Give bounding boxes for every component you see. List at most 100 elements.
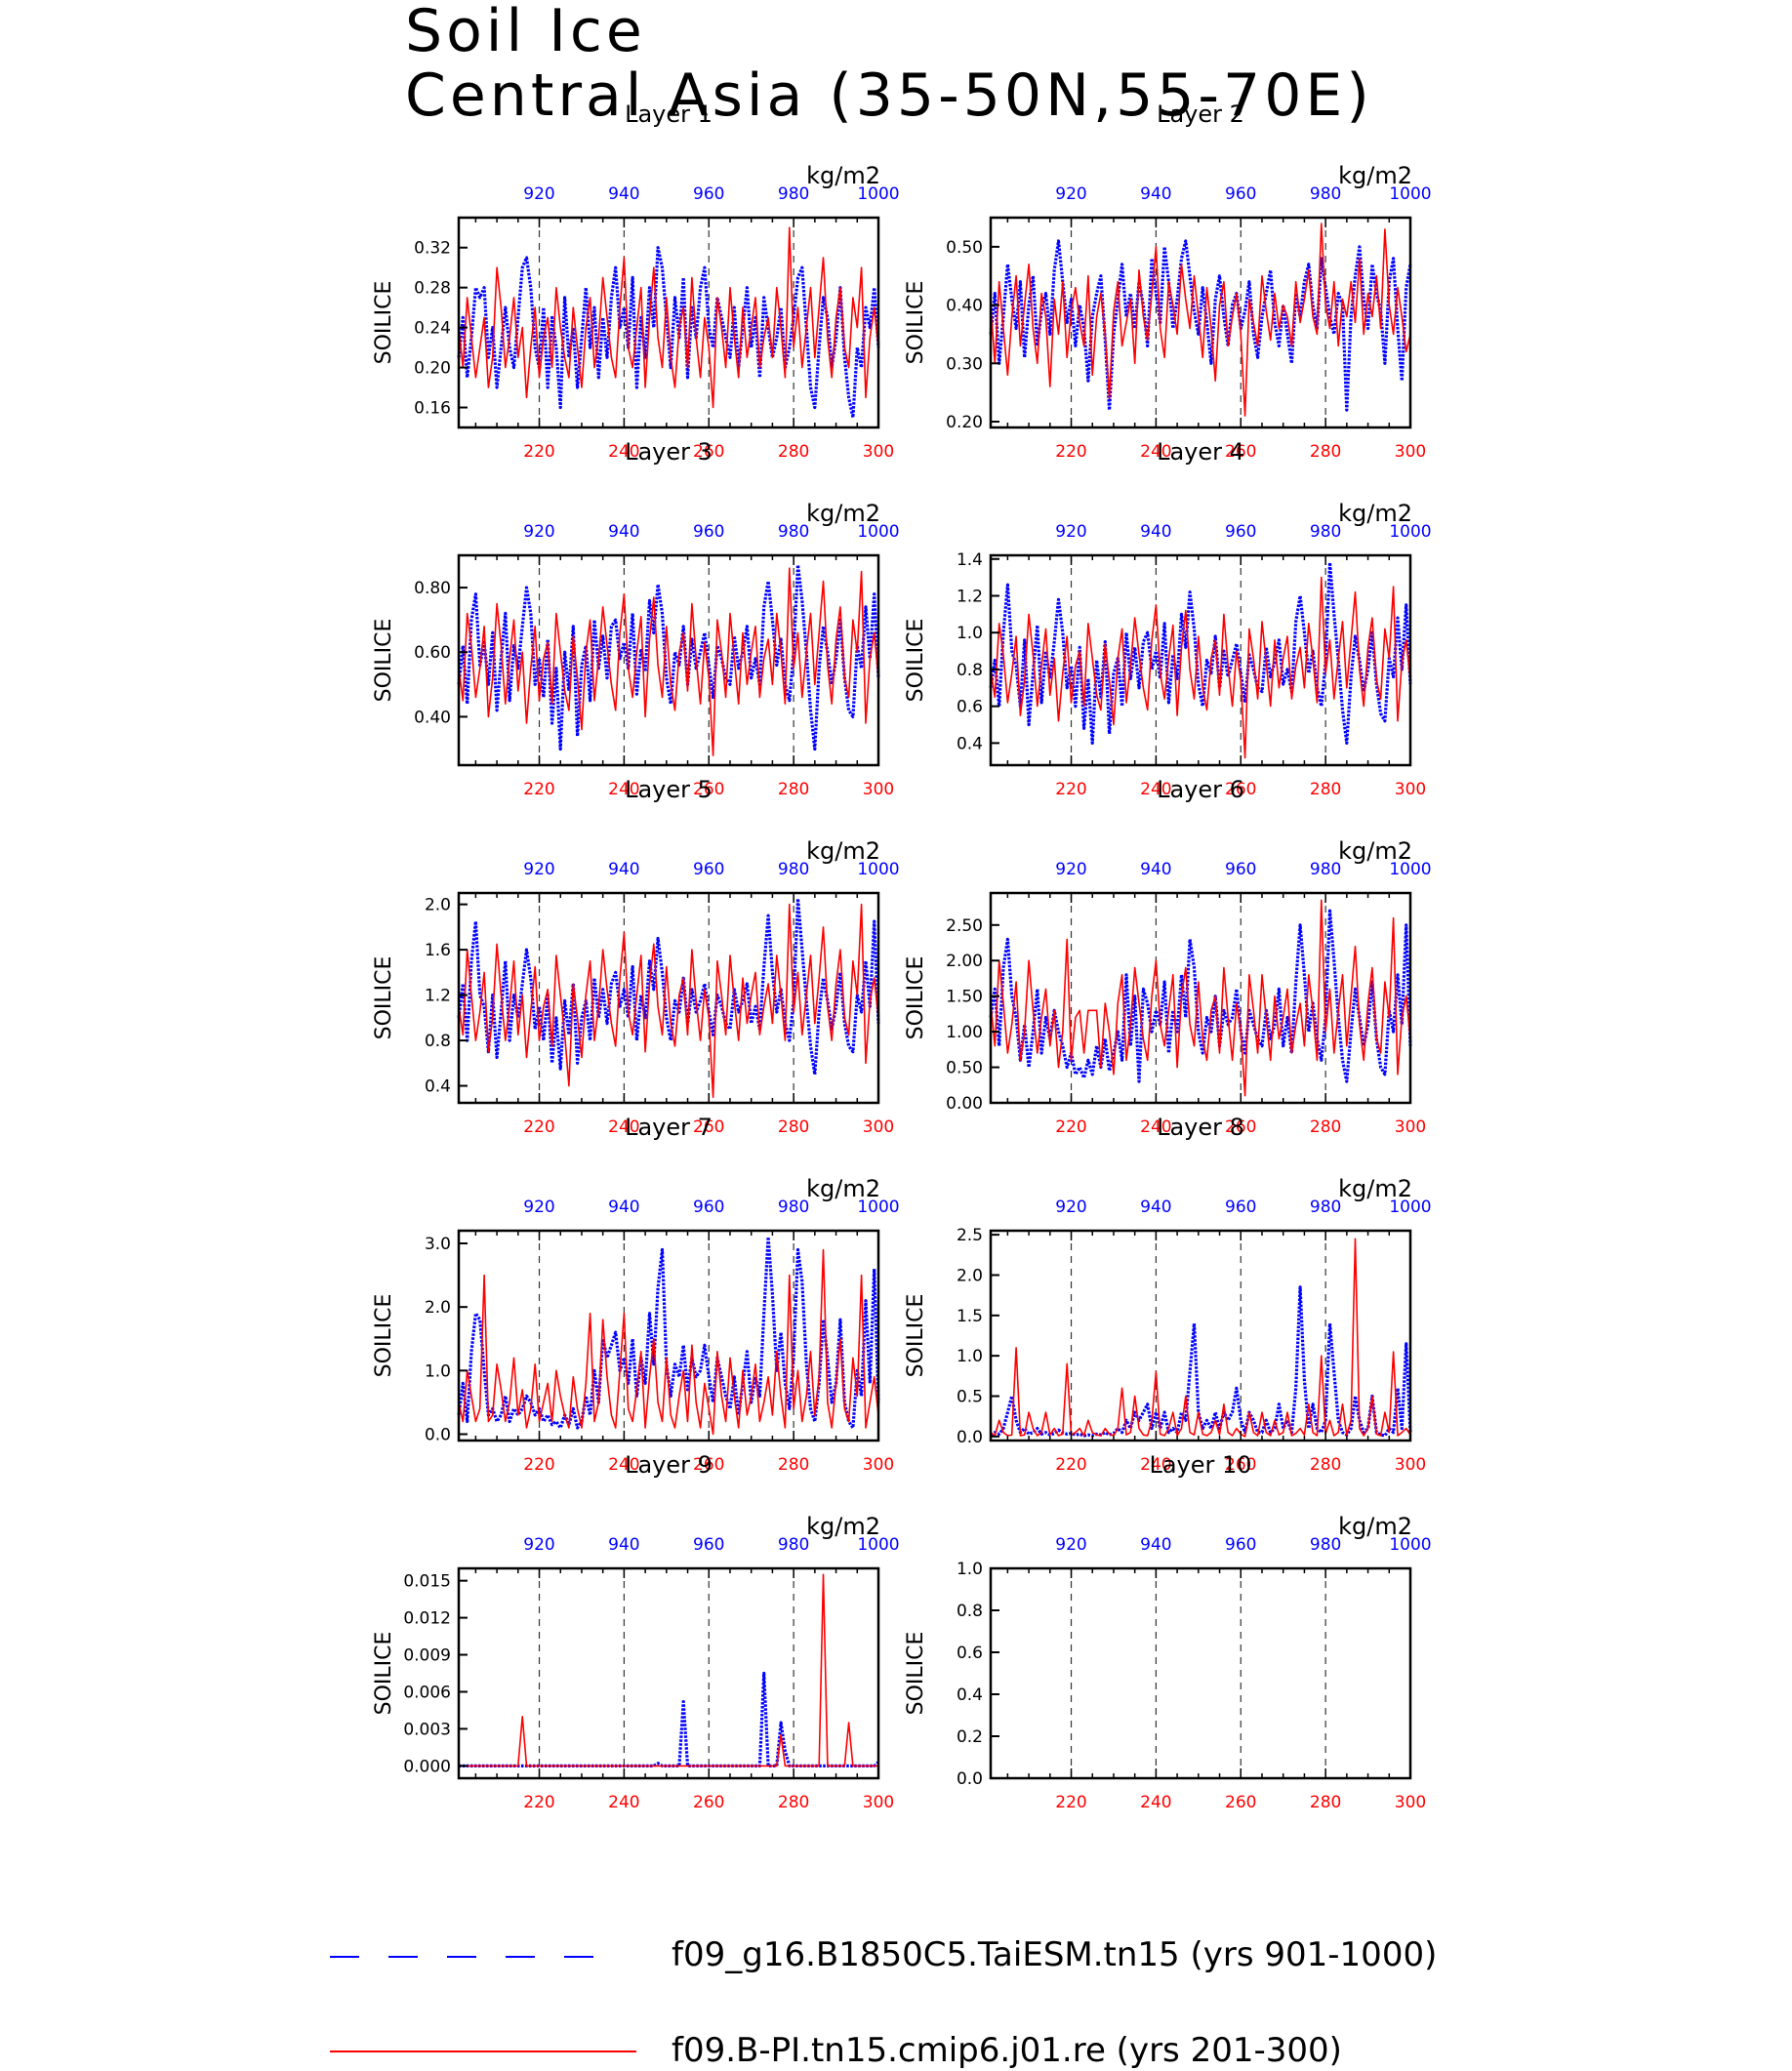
panel-title: Layer 9: [625, 1451, 713, 1479]
x-tick-label-top: 960: [693, 1535, 724, 1555]
units-label: kg/m2: [806, 1175, 880, 1202]
x-tick-label-top: 960: [1225, 860, 1256, 879]
units-label: kg/m2: [806, 162, 880, 189]
y-tick-label: 3.0: [425, 1235, 451, 1254]
x-tick-label-top: 960: [693, 522, 724, 542]
x-tick-label-bottom: 260: [1225, 1117, 1256, 1137]
series-line-red: [458, 1248, 879, 1436]
y-tick-label: 1.0: [957, 624, 983, 643]
x-tick-label-bottom: 240: [608, 1455, 639, 1475]
panel-title: Layer 10: [1149, 1451, 1251, 1479]
x-tick-label-top: 920: [1055, 1535, 1086, 1555]
x-tick-label-bottom: 300: [863, 1455, 894, 1475]
x-tick-label-top: 1000: [857, 1198, 899, 1217]
y-tick-label: 1.0: [957, 1560, 983, 1579]
y-tick-label: 0.003: [403, 1720, 451, 1739]
y-tick-label: 2.00: [946, 952, 983, 971]
y-tick-label: 0.006: [403, 1683, 451, 1702]
series-line-red: [990, 899, 1411, 1097]
x-tick-label-top: 960: [1225, 184, 1256, 204]
panel-title: Layer 7: [625, 1114, 713, 1141]
y-tick-label: 1.2: [957, 587, 983, 606]
plot-frame: [457, 1566, 880, 1780]
x-tick-label-top: 940: [608, 1198, 639, 1217]
x-tick-label-bottom: 280: [778, 1793, 809, 1812]
x-tick-label-top: 960: [693, 1198, 724, 1217]
x-tick-label-top: 1000: [857, 1535, 899, 1555]
x-tick-label-bottom: 260: [1225, 780, 1256, 799]
y-axis-label: SOILICE: [904, 956, 928, 1040]
units-label: kg/m2: [1338, 1175, 1412, 1202]
x-tick-label-top: 920: [1055, 184, 1086, 204]
y-tick-label: 2.50: [946, 916, 983, 936]
y-tick-label: 1.5: [957, 1307, 983, 1326]
x-tick-label-bottom: 260: [693, 1793, 724, 1812]
x-tick-label-top: 960: [1225, 1535, 1256, 1555]
series-line-blue: [457, 1235, 880, 1430]
series-line-blue: [457, 897, 880, 1076]
y-tick-label: 0.4: [957, 734, 983, 753]
x-tick-label-top: 920: [523, 1198, 554, 1217]
panel-4: Layer 4 kg/m2 SOILICE 0.4 0.6 0.8 1.0 1.2 1.4 220…: [904, 438, 1432, 799]
series-line-red: [990, 1238, 1411, 1438]
x-tick-label-bottom: 220: [1055, 442, 1086, 462]
x-tick-label-top: 980: [778, 1535, 809, 1555]
x-tick-label-top: 940: [608, 184, 639, 204]
panel-1: Layer 1 kg/m2 SOILICE 0.16 0.20 0.24 0.28 0.32 2…: [372, 101, 900, 462]
x-tick-label-top: 940: [1140, 1198, 1171, 1217]
panel-title: Layer 2: [1157, 101, 1244, 128]
y-axis-label: SOILICE: [372, 619, 396, 703]
y-tick-label: 0.012: [403, 1609, 451, 1629]
y-tick-label: 1.00: [946, 1023, 983, 1042]
x-tick-label-bottom: 220: [523, 1455, 554, 1475]
panel-10: Layer 10 kg/m2 SOILICE 0.0 0.2 0.4 0.6 0.8 1.0 22…: [904, 1451, 1432, 1812]
x-tick-label-bottom: 300: [1395, 1455, 1426, 1475]
plot-frame: [989, 1566, 1412, 1780]
y-tick-label: 0.24: [414, 319, 451, 339]
x-tick-label-bottom: 240: [1140, 1117, 1171, 1137]
y-tick-label: 1.50: [946, 988, 983, 1007]
x-tick-label-top: 980: [778, 184, 809, 204]
x-tick-label-bottom: 260: [1225, 1455, 1256, 1475]
x-tick-label-bottom: 240: [608, 1117, 639, 1137]
x-tick-label-bottom: 300: [1395, 1793, 1426, 1812]
x-tick-label-bottom: 240: [1140, 780, 1171, 799]
x-tick-label-bottom: 300: [863, 1793, 894, 1812]
x-tick-label-bottom: 220: [1055, 1117, 1086, 1137]
x-tick-label-bottom: 240: [608, 780, 639, 799]
x-tick-label-bottom: 280: [1310, 442, 1341, 462]
y-tick-label: 0.40: [946, 297, 983, 316]
plot-frame: [989, 553, 1412, 767]
x-tick-label-top: 980: [1310, 1535, 1341, 1555]
series-line-blue: [989, 909, 1412, 1083]
x-tick-label-top: 980: [1310, 184, 1341, 204]
x-tick-label-bottom: 300: [863, 442, 894, 462]
series-line-blue: [989, 560, 1412, 746]
x-tick-label-bottom: 280: [778, 1455, 809, 1475]
y-tick-label: 0.28: [414, 279, 451, 299]
y-tick-label: 0.20: [414, 359, 451, 379]
y-axis-label: SOILICE: [904, 1632, 928, 1716]
x-tick-label-top: 940: [1140, 1535, 1171, 1555]
y-tick-label: 0.8: [957, 1602, 983, 1621]
y-tick-label: 2.5: [957, 1226, 983, 1245]
plot-frame: [457, 1229, 880, 1442]
x-tick-label-top: 1000: [1389, 860, 1431, 879]
x-tick-label-bottom: 280: [1310, 1117, 1341, 1137]
x-tick-label-top: 1000: [1389, 1198, 1431, 1217]
y-tick-label: 0.4: [957, 1685, 983, 1705]
plot-frame: [989, 216, 1412, 429]
x-tick-label-bottom: 220: [523, 1117, 554, 1137]
y-tick-label: 0.80: [414, 579, 451, 598]
x-tick-label-top: 1000: [1389, 522, 1431, 542]
x-tick-label-top: 980: [1310, 1198, 1341, 1217]
y-tick-label: 0.4: [425, 1077, 451, 1097]
x-tick-label-bottom: 240: [608, 442, 639, 462]
y-tick-label: 2.0: [425, 1298, 451, 1318]
y-axis-label: SOILICE: [372, 281, 396, 365]
x-tick-label-top: 940: [1140, 184, 1171, 204]
series-line-red: [458, 226, 879, 409]
legend-label-red: f09.B-PI.tn15.cmip6.j01.re (yrs 201-300): [672, 2031, 1342, 2070]
x-tick-label-top: 920: [1055, 860, 1086, 879]
